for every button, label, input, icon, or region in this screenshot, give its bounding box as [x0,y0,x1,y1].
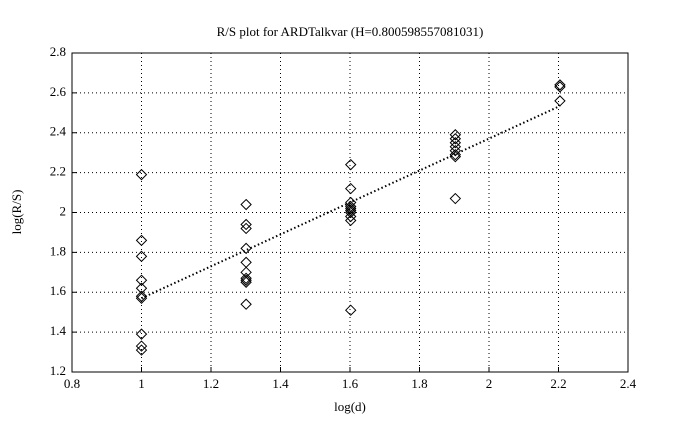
diamond-marker [240,222,252,235]
x-tick-label: 2.4 [620,376,637,391]
diamond-marker [240,256,252,269]
diamond-marker [449,192,462,205]
chart-title: R/S plot for ARDTalkvar (H=0.80059855708… [217,24,484,39]
y-tick-label: 1.8 [50,243,66,258]
diamond-marker [345,182,357,195]
plot-frame [71,52,629,373]
diamond-marker [240,218,252,231]
diamond-marker [345,202,357,215]
diamond-marker [240,298,252,310]
diamond-marker [554,95,566,107]
y-tick-label: 2 [60,203,67,218]
x-tick-label: 1 [138,376,145,391]
x-tick-label: 1.2 [203,376,219,391]
diamond-marker [135,250,148,263]
diamond-marker [135,274,148,286]
diamond-marker [135,328,148,340]
x-tick-label: 2.2 [550,376,566,391]
y-tick-label: 1.4 [50,323,67,338]
diamond-marker [554,79,566,91]
y-tick-label: 2.2 [50,164,66,179]
y-tick-label: 2.4 [50,124,67,139]
diamond-marker [449,137,462,149]
diamond-marker [554,81,566,93]
y-axis-label: log(R/S) [9,190,24,235]
y-tick-label: 2.6 [50,84,67,99]
diamond-marker [135,344,148,356]
diamond-marker [345,210,357,223]
diamond-marker [135,340,148,352]
y-tick-label: 1.6 [50,283,67,298]
x-tick-label: 0.8 [64,376,80,391]
x-tick-label: 1.4 [272,376,289,391]
diamond-marker [240,276,252,288]
diamond-marker [135,168,148,181]
diamond-marker [345,206,357,219]
diamond-marker [240,242,252,255]
diamond-marker [449,133,462,145]
x-tick-label: 1.8 [411,376,427,391]
y-tick-label: 2.8 [50,44,66,59]
x-tick-label: 1.6 [342,376,359,391]
x-axis-label: log(d) [334,399,366,414]
diamond-marker [135,290,148,302]
fit-line [141,105,561,300]
diamond-marker [240,274,252,286]
x-tick-label: 2 [486,376,493,391]
diamond-marker [345,158,357,171]
diamond-marker [449,144,462,157]
diamond-marker [345,304,357,316]
diamond-marker [449,150,462,163]
diamond-marker [135,292,148,304]
y-tick-label: 1.2 [50,363,66,378]
diamond-marker [240,272,252,285]
diamond-marker [135,234,148,247]
diamond-marker [240,198,252,211]
diamond-marker [345,214,357,227]
diamond-marker [449,129,462,141]
